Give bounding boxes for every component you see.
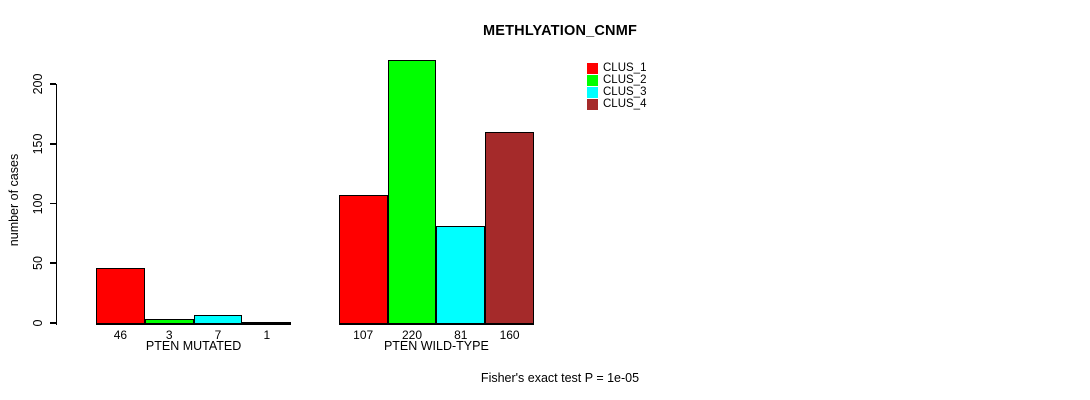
y-axis-label: number of cases xyxy=(7,153,21,247)
y-tick-mark xyxy=(50,83,56,85)
bar-clus-3-group2 xyxy=(436,226,486,325)
legend-label: CLUS_3 xyxy=(603,86,647,98)
legend-label: CLUS_4 xyxy=(603,98,647,110)
y-tick-mark xyxy=(50,322,56,324)
y-tick-mark xyxy=(50,262,56,265)
y-tick-mark xyxy=(50,142,56,145)
legend-swatch xyxy=(587,98,598,110)
bar-value-label: 160 xyxy=(499,328,520,342)
bar-clus-1-group1 xyxy=(96,268,145,325)
legend-item: CLUS_1 xyxy=(587,62,646,74)
bar-value-label: 107 xyxy=(353,328,374,342)
bar-value-label: 7 xyxy=(214,328,222,342)
legend-label: CLUS_2 xyxy=(603,74,647,86)
bar-value-label: 46 xyxy=(113,328,128,342)
legend-swatch xyxy=(587,74,598,86)
bar-value-label: 3 xyxy=(165,328,173,342)
y-axis-line xyxy=(55,84,58,325)
legend-swatch xyxy=(587,62,598,74)
legend-item: CLUS_2 xyxy=(587,74,646,86)
stat-annotation: Fisher's exact test P = 1e-05 xyxy=(480,371,640,385)
bar-clus-1-group2 xyxy=(338,195,388,325)
y-tick-mark xyxy=(50,202,56,205)
legend-label: CLUS_1 xyxy=(603,62,647,74)
bar-clus-2-group2 xyxy=(387,60,437,325)
legend-swatch xyxy=(587,86,598,98)
bar-clus-4-group2 xyxy=(485,131,534,325)
chart-title: METHLYATION_CNMF xyxy=(482,23,638,39)
y-tick-label: 50 xyxy=(31,256,45,271)
group-baseline xyxy=(338,322,534,325)
x-group-label: PTEN MUTATED xyxy=(145,339,242,353)
legend: CLUS_1 CLUS_2 CLUS_3 CLUS_4 xyxy=(587,62,646,110)
y-tick-label: 150 xyxy=(31,133,45,155)
y-tick-label: 100 xyxy=(31,193,45,214)
x-group-label: PTEN WILD-TYPE xyxy=(383,339,489,353)
bar-value-label: 220 xyxy=(401,328,423,342)
legend-item: CLUS_3 xyxy=(587,86,646,98)
y-tick-label: 200 xyxy=(31,73,45,95)
bar-value-label: 1 xyxy=(263,328,271,342)
group-baseline xyxy=(96,322,292,325)
legend-item: CLUS_4 xyxy=(587,98,646,110)
y-tick-label: 0 xyxy=(31,319,45,327)
bar-value-label: 81 xyxy=(454,328,468,342)
